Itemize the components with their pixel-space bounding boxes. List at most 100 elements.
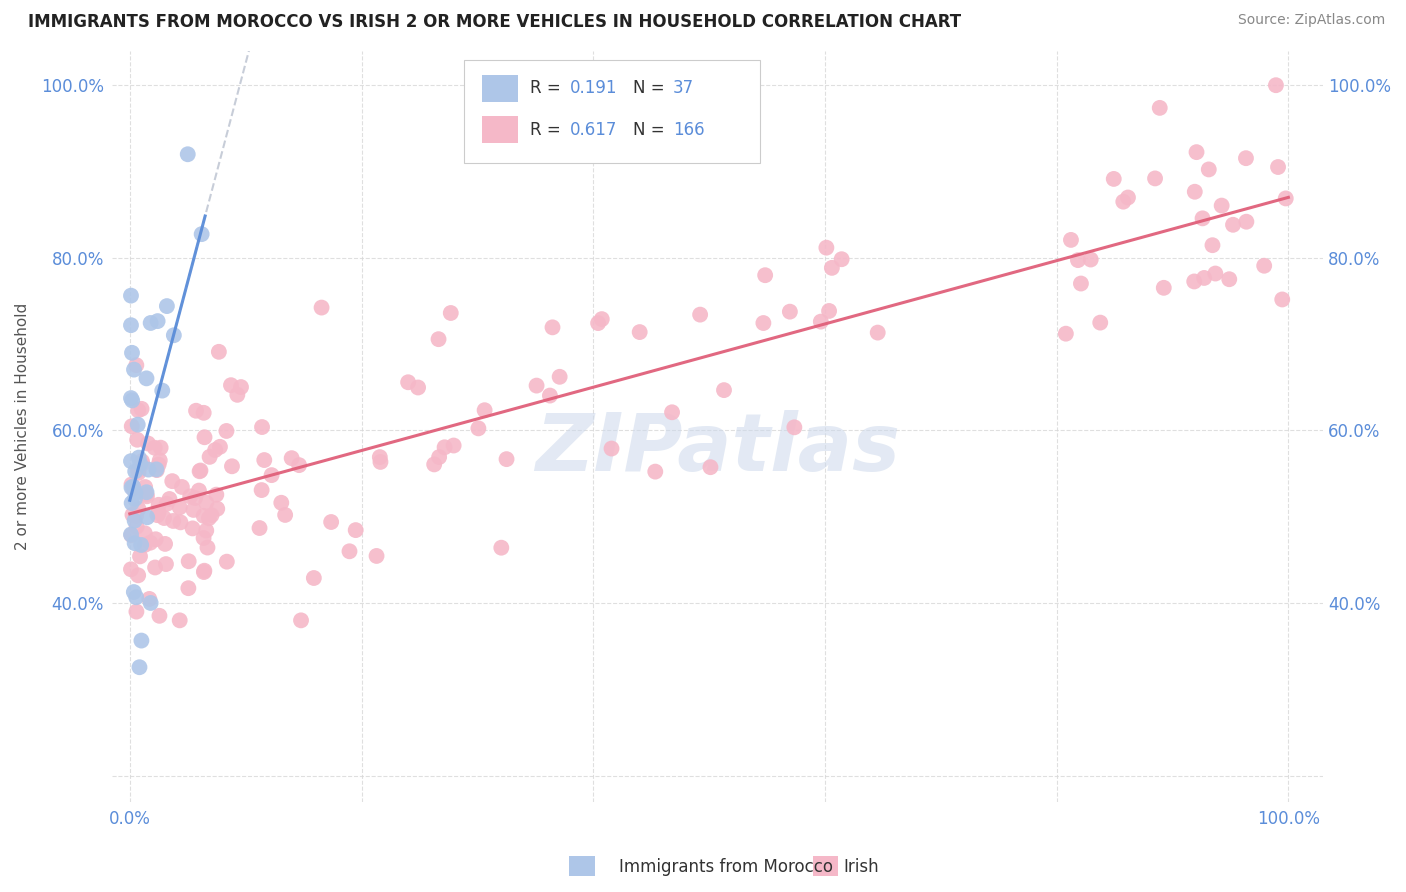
Point	[124, 486, 146, 500]
Point	[229, 380, 252, 394]
Point	[200, 508, 222, 523]
Point	[120, 318, 142, 333]
Point	[1060, 233, 1083, 247]
Point	[128, 660, 150, 674]
Point	[122, 585, 145, 599]
Point	[127, 568, 149, 582]
Point	[184, 491, 207, 505]
Point	[1201, 238, 1223, 252]
Point	[188, 464, 211, 478]
Point	[249, 521, 271, 535]
Point	[474, 403, 496, 417]
Point	[754, 268, 776, 283]
Point	[1274, 191, 1296, 205]
Point	[129, 549, 152, 564]
FancyBboxPatch shape	[464, 60, 761, 163]
Point	[752, 316, 775, 330]
Point	[121, 477, 143, 491]
Point	[121, 496, 143, 510]
Point	[370, 455, 392, 469]
Point	[366, 549, 388, 563]
Point	[162, 514, 184, 528]
Point	[302, 571, 325, 585]
Point	[122, 362, 145, 376]
Point	[1253, 259, 1275, 273]
Point	[156, 497, 179, 511]
Point	[193, 406, 215, 420]
Point	[155, 557, 177, 571]
Point	[586, 316, 609, 330]
Point	[177, 581, 200, 595]
Text: 0.617: 0.617	[569, 120, 617, 138]
Point	[143, 441, 166, 455]
Point	[148, 506, 170, 520]
Point	[440, 306, 463, 320]
Point	[1204, 267, 1226, 281]
Point	[127, 501, 149, 516]
Point	[131, 457, 153, 471]
Point	[148, 458, 170, 472]
Point	[193, 564, 215, 578]
Point	[661, 405, 683, 419]
Point	[274, 508, 297, 522]
Point	[1185, 145, 1208, 160]
Point	[136, 510, 159, 524]
Point	[120, 562, 142, 576]
Point	[193, 430, 215, 444]
Point	[219, 378, 242, 392]
Point	[406, 380, 429, 394]
Point	[699, 460, 721, 475]
Point	[207, 501, 229, 516]
Point	[139, 596, 162, 610]
Point	[195, 524, 218, 538]
Point	[427, 332, 450, 346]
Point	[779, 304, 801, 318]
Point	[193, 508, 215, 523]
Point	[122, 482, 145, 496]
Point	[195, 496, 218, 510]
Point	[1234, 151, 1257, 165]
Point	[121, 393, 143, 408]
Point	[815, 241, 838, 255]
Point	[146, 508, 169, 523]
Point	[193, 531, 215, 545]
Point	[184, 403, 207, 417]
Point	[148, 608, 170, 623]
Text: 166: 166	[673, 120, 704, 138]
Point	[135, 371, 157, 385]
Point	[156, 299, 179, 313]
Point	[146, 314, 169, 328]
Point	[134, 526, 156, 541]
Point	[1070, 277, 1092, 291]
Point	[250, 483, 273, 497]
Point	[138, 591, 160, 606]
Point	[145, 462, 167, 476]
Point	[121, 346, 143, 360]
Point	[1102, 172, 1125, 186]
Point	[135, 487, 157, 501]
Point	[163, 328, 186, 343]
Point	[169, 516, 191, 530]
Point	[1192, 271, 1215, 285]
Point	[538, 388, 561, 402]
Text: Immigrants from Morocco: Immigrants from Morocco	[619, 858, 832, 876]
Point	[149, 441, 172, 455]
Point	[124, 464, 146, 478]
Point	[135, 485, 157, 500]
Text: R =: R =	[530, 79, 567, 97]
Point	[122, 479, 145, 493]
Point	[127, 403, 149, 417]
Point	[145, 533, 167, 547]
Point	[215, 424, 238, 438]
Point	[134, 480, 156, 494]
Point	[131, 633, 153, 648]
Text: ZIPatlas: ZIPatlas	[536, 409, 900, 488]
Point	[125, 591, 148, 605]
Point	[423, 458, 446, 472]
Point	[288, 458, 311, 472]
Point	[198, 450, 221, 464]
Text: N =: N =	[633, 79, 669, 97]
Point	[250, 420, 273, 434]
Point	[1054, 326, 1077, 341]
Point	[143, 560, 166, 574]
